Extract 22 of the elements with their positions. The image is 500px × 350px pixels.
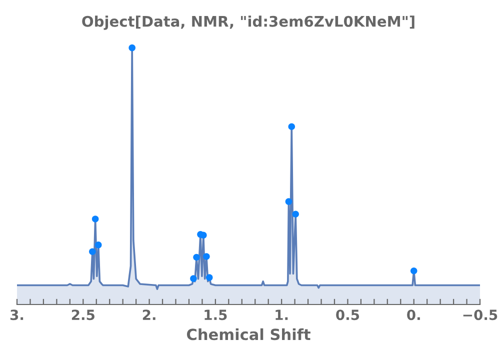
point: [288, 123, 296, 130]
chart-title: Object[Data, NMR, "id:3em6ZvL0KNeM"]: [82, 16, 414, 30]
x-tick-label: 0.: [407, 310, 420, 320]
x-tick-label: 1.: [276, 310, 288, 320]
point: [193, 254, 200, 261]
x-tick-label: 0.5: [336, 310, 360, 320]
x-tick-label: 2.: [142, 310, 156, 320]
point: [89, 248, 96, 256]
point: [190, 275, 197, 282]
point: [94, 242, 102, 248]
point: [285, 198, 292, 205]
point: [292, 210, 299, 218]
x-tick-label: 2.5: [72, 310, 94, 320]
point: [128, 44, 136, 52]
point: [92, 216, 99, 222]
x-tick-label: −0.5: [463, 310, 498, 320]
x-tick-label: 1.5: [204, 310, 227, 320]
x-axis-title: Chemical Shift: [186, 328, 310, 340]
point: [203, 253, 210, 260]
x-tick-label: 3.: [10, 310, 24, 320]
point: [410, 267, 418, 274]
point: [206, 274, 213, 281]
